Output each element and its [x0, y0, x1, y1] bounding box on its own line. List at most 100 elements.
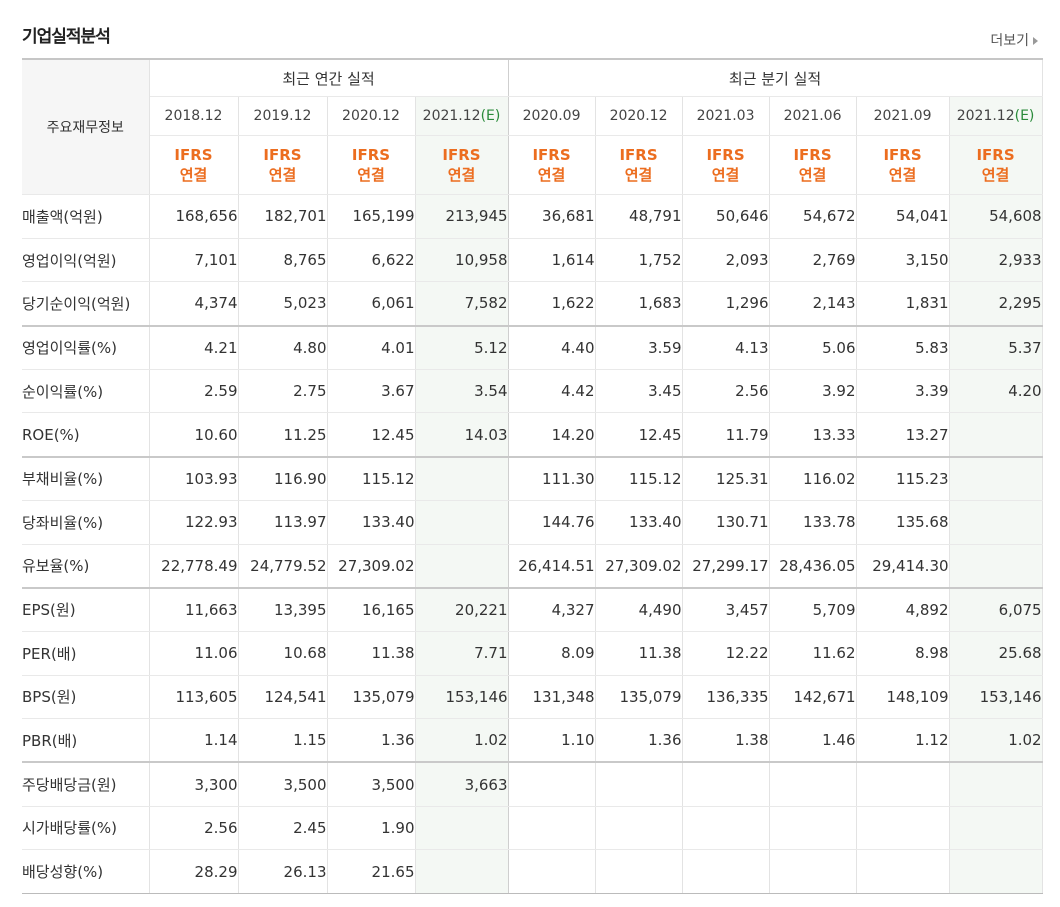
table-cell: 13.27: [856, 412, 950, 458]
table-row: EPS(원) 11,663 13,395 16,165 20,221 4,327 4,490…: [22, 587, 1043, 632]
table-cell: 4.80: [238, 325, 328, 370]
table-cell: 1,622: [508, 281, 596, 327]
table-cell: 7,101: [149, 238, 239, 283]
ifrs-label: IFRS: [442, 146, 481, 164]
table-cell: [682, 849, 770, 894]
table-row: 배당성향(%) 28.29 26.13 21.65: [22, 849, 1043, 894]
table-cell: 14.20: [508, 412, 596, 458]
table-cell: 24,779.52: [238, 544, 328, 589]
table-cell: 11.25: [238, 412, 328, 458]
table-cell: 5.06: [769, 325, 857, 370]
table-cell: 116.02: [769, 456, 857, 501]
table-cell: 6,622: [327, 238, 416, 283]
section-title: 기업실적분석: [22, 27, 111, 47]
consolidated-label: 연결: [357, 166, 385, 184]
table-cell: 4.20: [949, 369, 1043, 414]
table-cell: [508, 762, 596, 807]
table-cell: [682, 762, 770, 807]
table-cell: [949, 456, 1043, 501]
table-cell: 26.13: [238, 849, 328, 894]
table-cell: 2.56: [682, 369, 770, 414]
ifrs-header: IFRS 연결: [595, 135, 683, 195]
more-link[interactable]: 더보기: [990, 30, 1038, 50]
period-header: 2018.12: [149, 96, 239, 136]
row-label: PBR(배): [22, 718, 150, 764]
table-row: BPS(원) 113,605 124,541 135,079 153,146 131,34…: [22, 675, 1043, 720]
table-row: 순이익률(%) 2.59 2.75 3.67 3.54 4.42 3.45 2.56 3.92 3…: [22, 369, 1043, 414]
period-header: 2020.12: [595, 96, 683, 136]
period-header: 2021.03: [682, 96, 770, 136]
table-cell: 2.45: [238, 806, 328, 851]
table-cell: [415, 456, 509, 501]
table-cell: 2.75: [238, 369, 328, 414]
consolidated-label: 연결: [537, 166, 566, 184]
table-cell: 3,663: [415, 762, 509, 807]
table-cell: 36,681: [508, 194, 596, 239]
table-cell: 1.38: [682, 718, 770, 764]
table-cell: 29,414.30: [856, 544, 950, 589]
table-cell: 124,541: [238, 675, 328, 720]
table-cell: 8,765: [238, 238, 328, 283]
table-cell: 48,791: [595, 194, 683, 239]
table-cell: 5,709: [769, 587, 857, 632]
table-cell: [949, 500, 1043, 545]
table-row: 당좌비율(%) 122.93 113.97 133.40 144.76 133.40 130…: [22, 500, 1043, 545]
ifrs-header: IFRS 연결: [682, 135, 770, 195]
period-date: 2021.09: [873, 108, 932, 124]
table-cell: 27,309.02: [595, 544, 683, 589]
row-label: 시가배당률(%): [22, 806, 150, 851]
table-cell: [949, 762, 1043, 807]
table-cell: [949, 849, 1043, 894]
table-cell: 2,769: [769, 238, 857, 283]
table-cell: 54,608: [949, 194, 1043, 239]
table-cell: 8.98: [856, 631, 950, 676]
annual-group-header: 최근 연간 실적: [149, 58, 509, 97]
table-cell: [769, 849, 857, 894]
table-cell: 5,023: [238, 281, 328, 327]
row-label: 순이익률(%): [22, 369, 150, 414]
ifrs-label: IFRS: [793, 146, 832, 164]
period-header: 2021.06: [769, 96, 857, 136]
table-cell: 133.40: [595, 500, 683, 545]
table-cell: 115.12: [595, 456, 683, 501]
table-cell: 3.92: [769, 369, 857, 414]
table-cell: 12.45: [595, 412, 683, 458]
table-cell: 14.03: [415, 412, 509, 458]
table-cell: 4.13: [682, 325, 770, 370]
table-cell: 1.36: [595, 718, 683, 764]
table-cell: 27,309.02: [327, 544, 416, 589]
table-cell: [415, 849, 509, 894]
quarter-group-header: 최근 분기 실적: [508, 58, 1043, 97]
table-row: PBR(배) 1.14 1.15 1.36 1.02 1.10 1.36 1.38 1.46 1.…: [22, 718, 1043, 764]
table-row: 유보율(%) 22,778.49 24,779.52 27,309.02 26,414.…: [22, 544, 1043, 589]
table-cell: 1,614: [508, 238, 596, 283]
table-cell: 113.97: [238, 500, 328, 545]
table-row: 시가배당률(%) 2.56 2.45 1.90: [22, 806, 1043, 851]
consolidated-label: 연결: [798, 166, 827, 184]
table-cell: 153,146: [949, 675, 1043, 720]
ifrs-header: IFRS 연결: [327, 135, 416, 195]
table-cell: [682, 806, 770, 851]
consolidated-label: 연결: [711, 166, 740, 184]
table-cell: 1,752: [595, 238, 683, 283]
row-header-label: 주요재무정보: [22, 58, 150, 195]
table-cell: 54,041: [856, 194, 950, 239]
table-cell: 11.38: [595, 631, 683, 676]
table-cell: 182,701: [238, 194, 328, 239]
period-date: 2021.06: [783, 108, 842, 124]
table-cell: [595, 762, 683, 807]
table-cell: 168,656: [149, 194, 239, 239]
period-header: 2021.12(E): [415, 96, 509, 136]
ifrs-label: IFRS: [976, 146, 1015, 164]
table-cell: 28.29: [149, 849, 239, 894]
ifrs-header: IFRS 연결: [856, 135, 950, 195]
ifrs-header: IFRS 연결: [238, 135, 328, 195]
table-cell: 130.71: [682, 500, 770, 545]
table-cell: 144.76: [508, 500, 596, 545]
consolidated-label: 연결: [268, 166, 297, 184]
table-cell: 22,778.49: [149, 544, 239, 589]
table-cell: 5.37: [949, 325, 1043, 370]
table-cell: 2.59: [149, 369, 239, 414]
table-row: 당기순이익(억원) 4,374 5,023 6,061 7,582 1,622 1,683 1…: [22, 281, 1043, 327]
table-cell: 11.62: [769, 631, 857, 676]
